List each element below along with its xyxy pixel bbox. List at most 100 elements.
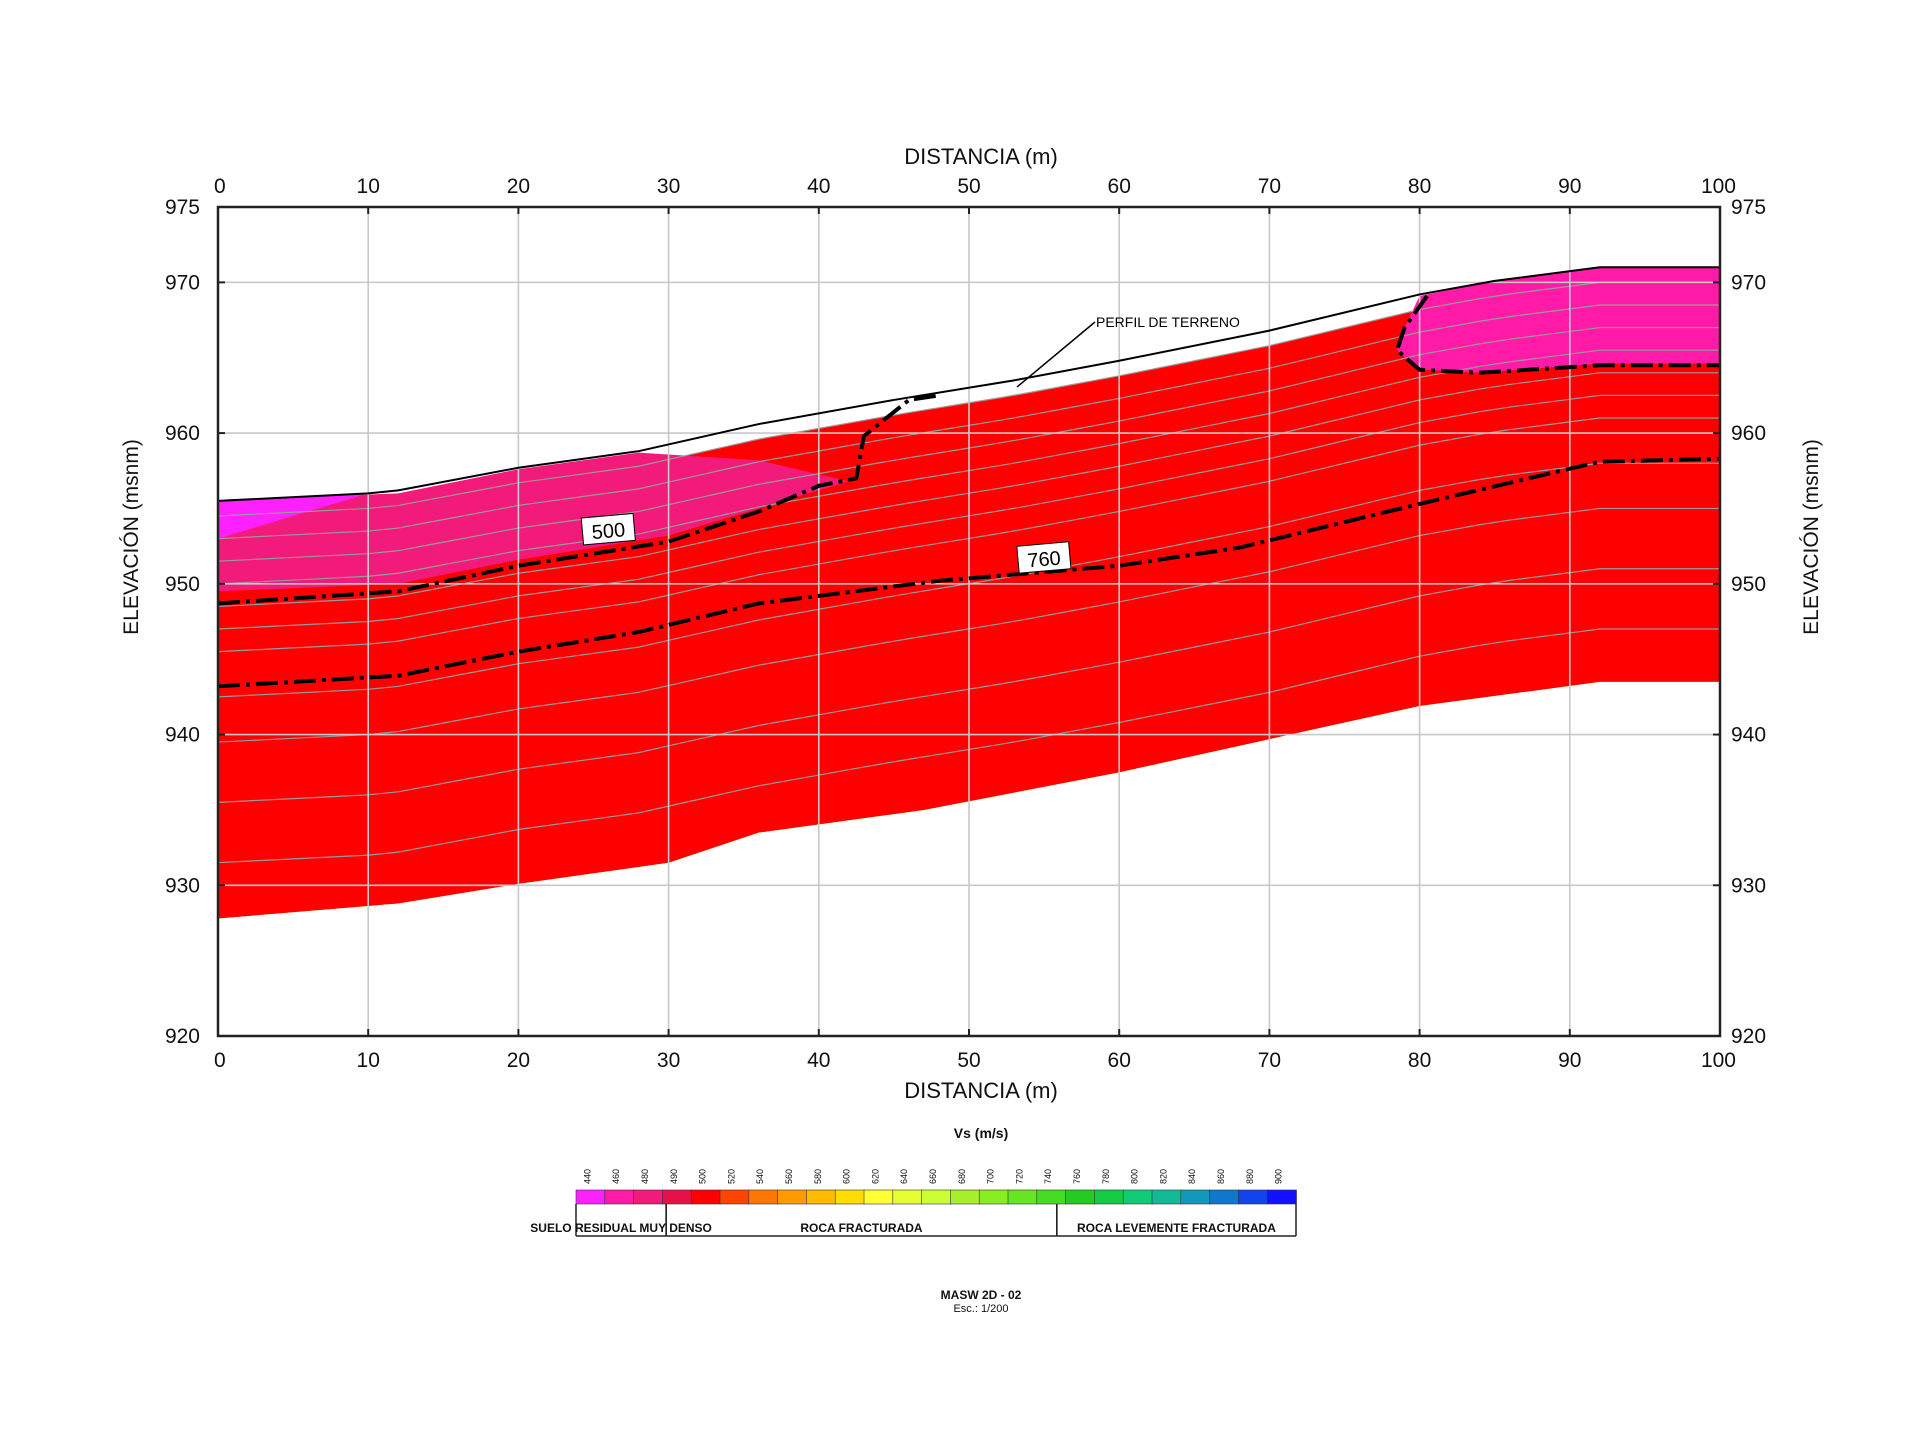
colorbar-swatch-19: [1122, 1189, 1153, 1205]
y-tick-label-left-960: 960: [165, 422, 200, 445]
colorbar-swatch-17: [1065, 1189, 1096, 1205]
category-label-1: ROCA FRACTURADA: [800, 1221, 923, 1235]
x-tick-label-bottom-50: 50: [957, 1049, 980, 1072]
x-tick-label-top-70: 70: [1258, 175, 1281, 198]
x-axis-label-bottom: DISTANCIA (m): [904, 1078, 1058, 1103]
colorbar-swatch-15: [1007, 1189, 1038, 1205]
colorbar-tick-880: 880: [1245, 1169, 1255, 1184]
terrain-profile-annotation: PERFIL DE TERRENO: [1016, 314, 1240, 388]
colorbar-tick-490: 490: [669, 1169, 679, 1184]
y-tick-label-right-950: 950: [1731, 573, 1766, 596]
x-tick-label-top-0: 0: [214, 175, 226, 198]
chart-subtitle: Esc.: 1/200: [953, 1303, 1008, 1315]
contour-label-500: 500: [580, 512, 636, 546]
x-tick-label-top-60: 60: [1108, 175, 1131, 198]
colorbar-tick-760: 760: [1072, 1169, 1082, 1184]
x-tick-label-bottom-60: 60: [1108, 1049, 1131, 1072]
y-tick-label-right-930: 930: [1731, 874, 1766, 897]
fill-residual-soil-east: [1397, 267, 1720, 373]
x-tick-label-top-80: 80: [1408, 175, 1431, 198]
x-axis-label-top: DISTANCIA (m): [904, 144, 1058, 169]
colorbar-swatch-21: [1180, 1189, 1211, 1205]
colorbar-tick-640: 640: [899, 1169, 909, 1184]
colorbar-swatch-12: [921, 1189, 952, 1205]
colorbar-swatch-6: [748, 1189, 779, 1205]
x-tick-label-top-40: 40: [807, 175, 830, 198]
colorbar-swatch-3: [662, 1189, 693, 1205]
colorbar-title: Vs (m/s): [954, 1125, 1008, 1141]
x-tick-label-bottom-80: 80: [1408, 1049, 1431, 1072]
x-tick-label-bottom-40: 40: [807, 1049, 830, 1072]
colorbar-tick-860: 860: [1216, 1169, 1226, 1184]
contour-label-text-500: 500: [591, 519, 626, 544]
y-tick-label-right-960: 960: [1731, 422, 1766, 445]
colorbar-tick-820: 820: [1158, 1169, 1168, 1184]
colorbar-tick-580: 580: [813, 1169, 823, 1184]
contour-label-text-760: 760: [1027, 548, 1062, 573]
colorbar-swatch-4: [690, 1189, 721, 1205]
colorbar-swatch-8: [806, 1189, 837, 1205]
contour-label-box-500: [580, 512, 636, 546]
colorbar-swatch-9: [834, 1189, 865, 1205]
y-tick-label-left-950: 950: [165, 573, 200, 596]
category-label-0: SUELO RESIDUAL MUY DENSO: [530, 1221, 712, 1235]
colorbar-swatch-18: [1094, 1189, 1125, 1205]
terrain-profile-line: [217, 266, 1720, 502]
colorbar-swatch-7: [777, 1189, 808, 1205]
y-tick-label-left-940: 940: [165, 724, 200, 747]
colorbar-swatch-5: [719, 1189, 750, 1205]
y-tick-label-left-930: 930: [165, 874, 200, 897]
colorbar-swatch-1: [604, 1189, 635, 1205]
x-tick-label-bottom-70: 70: [1258, 1049, 1281, 1072]
y-tick-label-left-970: 970: [165, 271, 200, 294]
colorbar-tick-740: 740: [1043, 1169, 1053, 1184]
colorbar-tick-600: 600: [842, 1169, 852, 1184]
category-label-2: ROCA LEVEMENTE FRACTURADA: [1077, 1221, 1276, 1235]
colorbar-tick-520: 520: [726, 1169, 736, 1184]
colorbar-tick-680: 680: [957, 1169, 967, 1184]
y-tick-label-right-940: 940: [1731, 724, 1766, 747]
colorbar-swatch-14: [978, 1189, 1009, 1205]
colorbar-swatch-20: [1151, 1189, 1182, 1205]
x-tick-label-top-10: 10: [357, 175, 380, 198]
fill-residual-soil-west: [218, 452, 849, 592]
colorbar-tick-840: 840: [1187, 1169, 1197, 1184]
y-tick-label-right-970: 970: [1731, 271, 1766, 294]
x-tick-label-bottom-100: 100: [1701, 1049, 1736, 1072]
y-axis-label-right: ELEVACIÓN (msnm): [1800, 439, 1823, 635]
axes: 0 0 10 10 20 20 30 30 40 40 50 50 60 60 70 70 80 80 90 90 10…: [165, 175, 1766, 1072]
y-tick-label-right-920: 920: [1731, 1025, 1766, 1048]
colorbar-tick-720: 720: [1014, 1169, 1024, 1184]
contour-line-500-1: [1394, 294, 1720, 375]
contour-label-box-760: [1016, 541, 1072, 574]
colorbar-tick-480: 480: [640, 1169, 650, 1184]
x-tick-label-bottom-0: 0: [214, 1049, 226, 1072]
colorbar-swatch-13: [950, 1189, 981, 1205]
contour-line-500-0: [217, 393, 940, 606]
fill-residual-soil-top: [218, 493, 369, 539]
y-axis-label-left: ELEVACIÓN (msnm): [120, 439, 143, 635]
terrain-label: PERFIL DE TERRENO: [1096, 314, 1240, 330]
terrain-leader-line: [1016, 321, 1096, 388]
y-tick-label-right-975: 975: [1731, 196, 1766, 219]
x-tick-label-bottom-20: 20: [507, 1049, 530, 1072]
contour-label-760: 760: [1016, 541, 1072, 574]
colorbar: 440 460 480 490 500 520 540 560 580 600 620 640 660 6…: [530, 1169, 1297, 1237]
colorbar-tick-540: 540: [755, 1169, 765, 1184]
colorbar-tick-700: 700: [986, 1169, 996, 1184]
x-tick-label-top-100: 100: [1701, 175, 1736, 198]
x-tick-label-top-30: 30: [657, 175, 680, 198]
x-tick-label-top-50: 50: [957, 175, 980, 198]
x-tick-label-bottom-90: 90: [1558, 1049, 1581, 1072]
colorbar-tick-900: 900: [1274, 1169, 1284, 1184]
colorbar-tick-660: 660: [928, 1169, 938, 1184]
colorbar-swatch-2: [633, 1189, 664, 1205]
colorbar-swatch-16: [1036, 1189, 1067, 1205]
colorbar-tick-460: 460: [611, 1169, 621, 1184]
x-tick-label-top-20: 20: [507, 175, 530, 198]
colorbar-tick-560: 560: [784, 1169, 794, 1184]
colorbar-swatch-10: [863, 1189, 894, 1205]
colorbar-tick-780: 780: [1101, 1169, 1111, 1184]
colorbar-tick-800: 800: [1130, 1169, 1140, 1184]
